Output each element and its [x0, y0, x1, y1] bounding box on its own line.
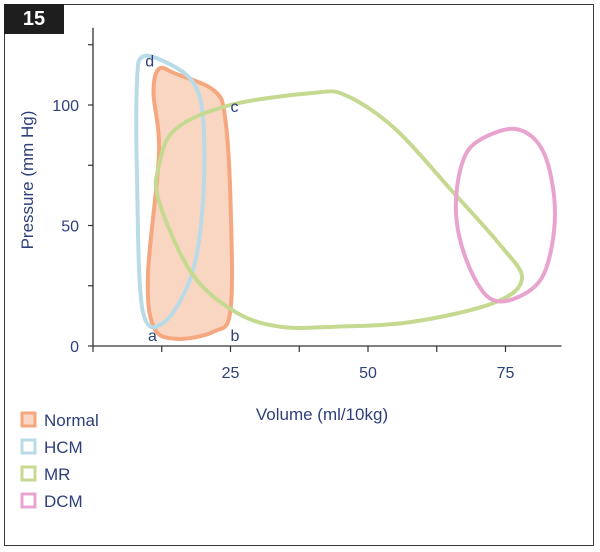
legend-swatch-normal	[20, 411, 37, 428]
point-label-a: a	[148, 328, 157, 345]
loop-dcm	[453, 126, 557, 304]
loop-hcm	[134, 53, 207, 330]
axes: 0 50 100 25 50 75	[52, 27, 562, 382]
legend-swatch-hcm	[20, 438, 37, 455]
y-tick-label: 0	[70, 339, 79, 356]
point-label-b: b	[231, 328, 240, 345]
y-axis-title: Pressure (mm Hg)	[18, 111, 37, 250]
x-tick-label: 25	[222, 365, 240, 382]
legend: Normal HCM MR DCM	[20, 411, 99, 511]
point-label-d: d	[145, 53, 154, 70]
legend-swatch-mr	[20, 465, 37, 482]
point-label-c: c	[231, 99, 239, 116]
legend-swatch-dcm	[20, 492, 37, 509]
x-tick-label: 50	[359, 365, 377, 382]
x-tick-label: 75	[497, 365, 515, 382]
y-tick-label: 50	[61, 219, 79, 236]
y-tick-label: 100	[52, 98, 79, 115]
x-axis-title: Volume (ml/10kg)	[256, 405, 388, 424]
legend-label-dcm: DCM	[44, 492, 83, 511]
figure-number-badge: 15	[4, 4, 64, 34]
legend-label-normal: Normal	[44, 411, 99, 430]
legend-label-hcm: HCM	[44, 438, 83, 457]
legend-label-mr: MR	[44, 465, 70, 484]
